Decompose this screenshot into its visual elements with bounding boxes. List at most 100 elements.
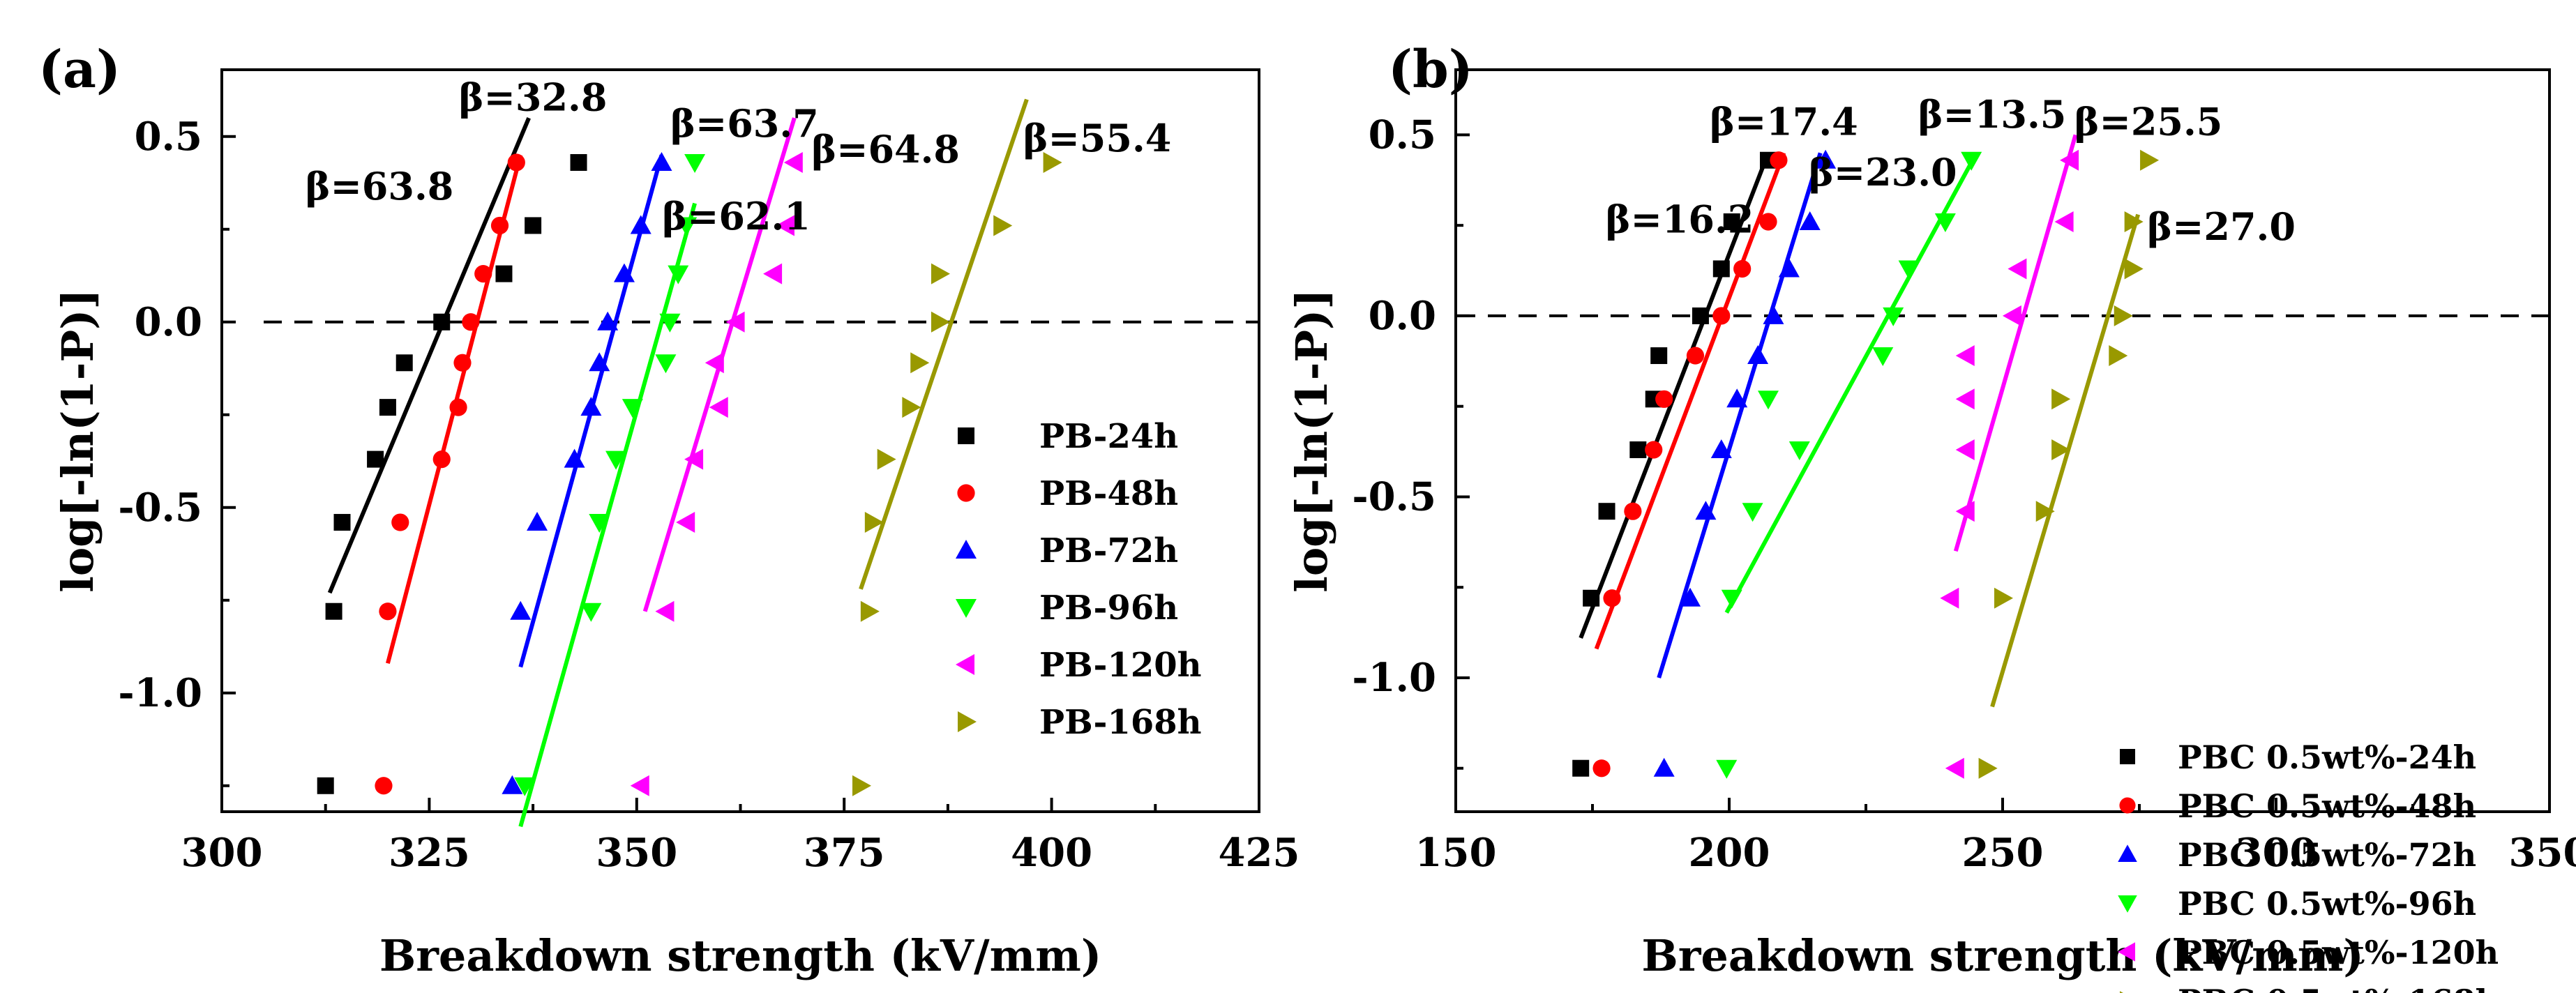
data-point <box>333 514 351 531</box>
x-tick-label: 250 <box>1962 830 2044 876</box>
data-point <box>622 399 643 418</box>
data-point <box>1815 149 1837 169</box>
data-point <box>1759 213 1777 231</box>
data-point <box>630 215 651 234</box>
beta-annotation: β=55.4 <box>1023 116 1172 160</box>
fit-line <box>1724 151 1979 614</box>
data-point <box>525 217 542 234</box>
data-point <box>589 352 610 372</box>
fit-line <box>1990 213 2141 708</box>
data-point <box>705 352 724 374</box>
x-tick-label: 200 <box>1689 830 1770 876</box>
fit-line <box>859 98 1029 590</box>
data-point <box>432 450 451 469</box>
data-point <box>1712 260 1730 278</box>
data-point <box>527 512 548 531</box>
data-point <box>1742 503 1763 522</box>
data-point <box>655 354 677 374</box>
data-point <box>931 263 951 285</box>
data-point <box>709 397 728 418</box>
data-point <box>1978 757 1998 779</box>
data-point <box>676 512 695 533</box>
beta-annotation: β=27.0 <box>2147 204 2296 249</box>
data-point <box>931 311 951 333</box>
fit-line <box>1594 152 1786 650</box>
legend-marker <box>956 654 974 675</box>
y-tick-label: 0.0 <box>135 299 202 345</box>
x-tick-label: 300 <box>181 830 263 876</box>
data-point <box>1961 151 1982 171</box>
fit-line <box>327 117 531 594</box>
data-point <box>775 215 794 236</box>
data-point <box>877 448 896 470</box>
panel-label: (a) <box>38 40 121 100</box>
x-axis-label: Breakdown strength (kV/mm) <box>1641 930 2363 981</box>
beta-annotation: β=32.8 <box>459 75 608 120</box>
legend-label: PBC 0.5wt%-120h <box>2178 934 2499 971</box>
data-point <box>570 154 587 171</box>
y-axis-label: log[-ln(1-P)] <box>1286 289 1337 592</box>
data-point <box>433 313 451 331</box>
data-point <box>1872 347 1894 367</box>
legend-marker <box>2120 749 2135 764</box>
data-point <box>1747 345 1769 365</box>
beta-annotation: β=63.8 <box>306 164 454 209</box>
x-tick-label: 325 <box>389 830 470 876</box>
legend-label: PBC 0.5wt%-48h <box>2178 787 2476 825</box>
series-5 <box>1940 134 2079 779</box>
x-tick-label: 150 <box>1415 830 1497 876</box>
data-point <box>725 311 745 333</box>
data-point <box>2114 305 2133 326</box>
legend-label: PB-96h <box>1039 589 1178 628</box>
data-point <box>564 448 585 468</box>
data-point <box>1043 152 1062 173</box>
series-2 <box>375 153 525 795</box>
data-point <box>580 602 602 622</box>
legend: PBC 0.5wt%-24h PBC 0.5wt%-48h PBC 0.5wt%-7… <box>2118 738 2499 993</box>
data-point <box>2060 149 2079 171</box>
legend-label: PB-24h <box>1039 417 1178 456</box>
data-point <box>1603 589 1621 607</box>
x-tick-label: 300 <box>2236 830 2317 876</box>
data-point <box>1692 307 1709 324</box>
data-point <box>1955 439 1975 460</box>
data-point <box>1653 757 1675 777</box>
data-point <box>379 399 396 416</box>
series-1 <box>1572 151 1777 777</box>
data-point <box>2124 258 2144 280</box>
data-point <box>1723 213 1740 230</box>
beta-annotation: β=23.0 <box>1809 150 1957 195</box>
data-point <box>1721 589 1742 609</box>
plot-frame <box>1454 68 2551 813</box>
data-point <box>1695 501 1717 520</box>
data-point <box>659 313 681 333</box>
x-tick-label: 425 <box>1219 830 1300 876</box>
data-point <box>1733 259 1752 278</box>
data-point <box>375 777 393 795</box>
data-point <box>1726 388 1748 408</box>
legend-marker <box>2120 991 2123 993</box>
data-point <box>1645 441 1663 459</box>
data-point <box>367 450 384 468</box>
legend-label: PB-48h <box>1039 474 1178 513</box>
series-1 <box>317 117 587 794</box>
data-point <box>651 152 672 171</box>
data-point <box>684 448 704 470</box>
data-point <box>902 397 921 418</box>
panel-b-chart: (b) 150 200 250 300 350 0.5 0.0 -0.5 -1.0 Breakdow… <box>1286 40 2576 993</box>
data-point <box>1770 151 1788 169</box>
data-point <box>2002 305 2021 326</box>
data-point <box>1716 759 1738 779</box>
x-axis-label: Breakdown strength (kV/mm) <box>379 930 1101 981</box>
data-point <box>1598 503 1615 520</box>
beta-annotation: β=16.2 <box>1606 197 1754 242</box>
data-point <box>502 775 523 794</box>
legend-marker <box>2118 942 2135 962</box>
data-point <box>613 263 635 282</box>
data-point <box>1629 441 1647 458</box>
data-point <box>1572 759 1590 777</box>
beta-annotation: β=25.5 <box>2074 99 2223 144</box>
data-point <box>1583 589 1600 607</box>
legend-marker <box>957 484 975 502</box>
legend-label: PBC 0.5wt%-96h <box>2178 885 2476 923</box>
